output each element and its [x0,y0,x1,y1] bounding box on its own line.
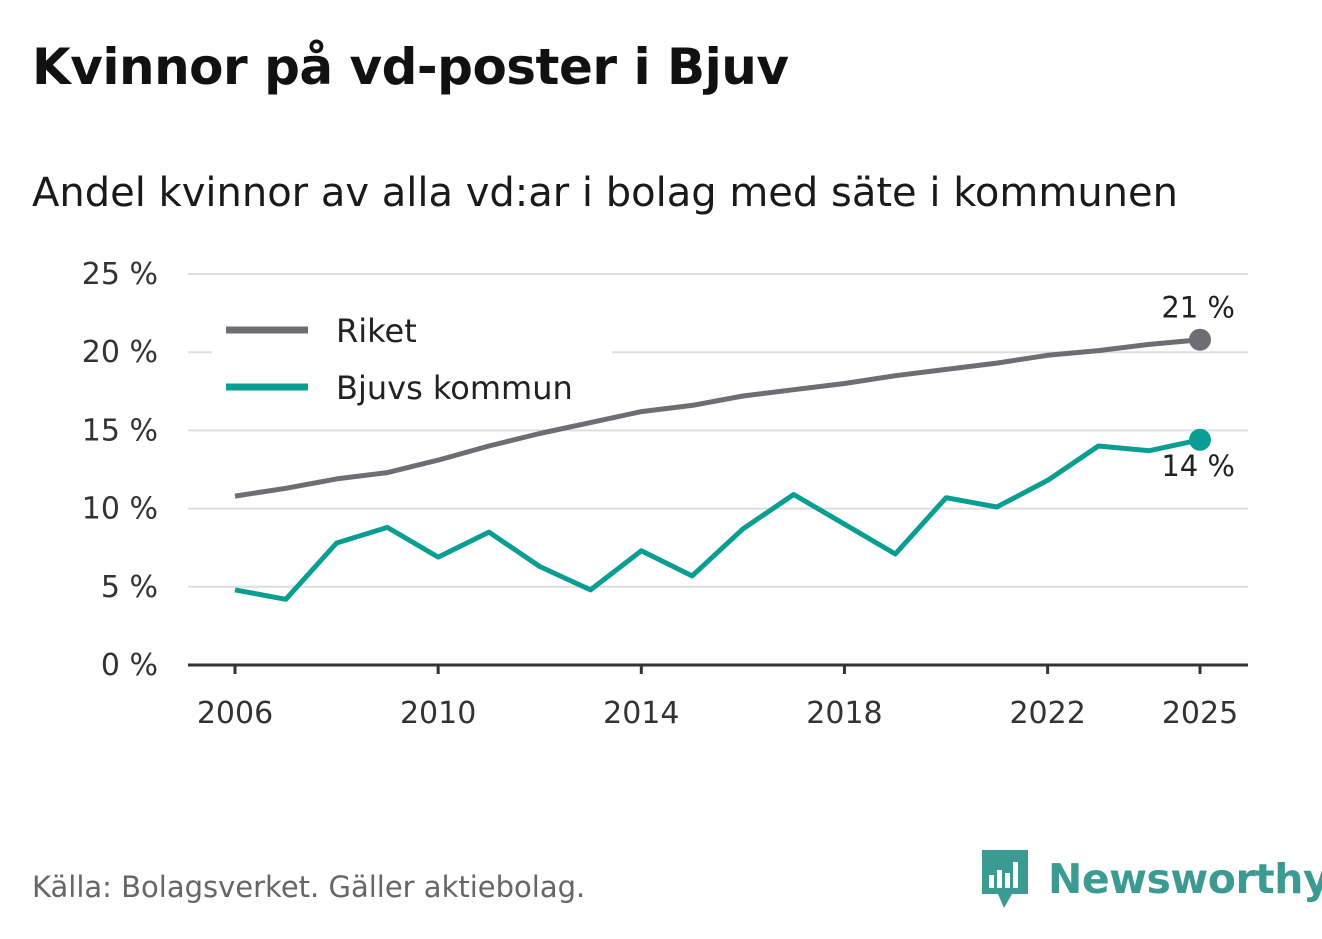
x-tick-label: 2018 [806,696,882,731]
x-tick-label: 2022 [1009,696,1085,731]
y-tick-label: 0 % [101,648,158,683]
y-tick-label: 5 % [101,570,158,605]
chart-subtitle: Andel kvinnor av alla vd:ar i bolag med … [32,170,1178,216]
end-point-bjuv [1189,428,1211,451]
series-line-bjuv [234,437,1201,602]
x-axis-ticks: 2006 2010 2014 2018 2022 2025 [197,665,1238,731]
x-tick-label: 2006 [197,696,273,731]
brand-logo: Newsworthy [980,848,1322,910]
y-tick-label: 25 % [82,257,158,292]
end-label-bjuv: 14 % [1161,449,1235,483]
y-tick-label: 10 % [82,492,158,527]
y-tick-label: 15 % [82,413,158,448]
x-tick-label: 2010 [400,696,476,731]
newsworthy-logo-icon [982,850,1028,908]
series-lines [234,328,1211,602]
legend-background [212,303,612,415]
end-labels: 21 % 14 % [1161,291,1235,483]
source-note: Källa: Bolagsverket. Gäller aktiebolag. [32,870,586,904]
end-label-riket: 21 % [1161,291,1235,325]
page-title: Kvinnor på vd-poster i Bjuv [32,38,789,96]
end-point-riket [1189,328,1211,351]
series-line-riket [234,337,1201,499]
legend-label-bjuv: Bjuvs kommun [336,369,573,407]
x-tick-label: 2014 [603,696,679,731]
y-axis-ticks: 0 % 5 % 10 % 15 % 20 % 25 % [82,257,158,683]
brand-name: Newsworthy [1048,855,1322,903]
legend: Riket Bjuvs kommun [212,303,612,415]
y-tick-label: 20 % [82,335,158,370]
x-tick-label: 2025 [1162,696,1238,731]
legend-label-riket: Riket [336,312,417,350]
line-chart: 0 %5 %10 %15 %20 %25 % 2006 2010 2014 2018 2… [82,257,1248,731]
